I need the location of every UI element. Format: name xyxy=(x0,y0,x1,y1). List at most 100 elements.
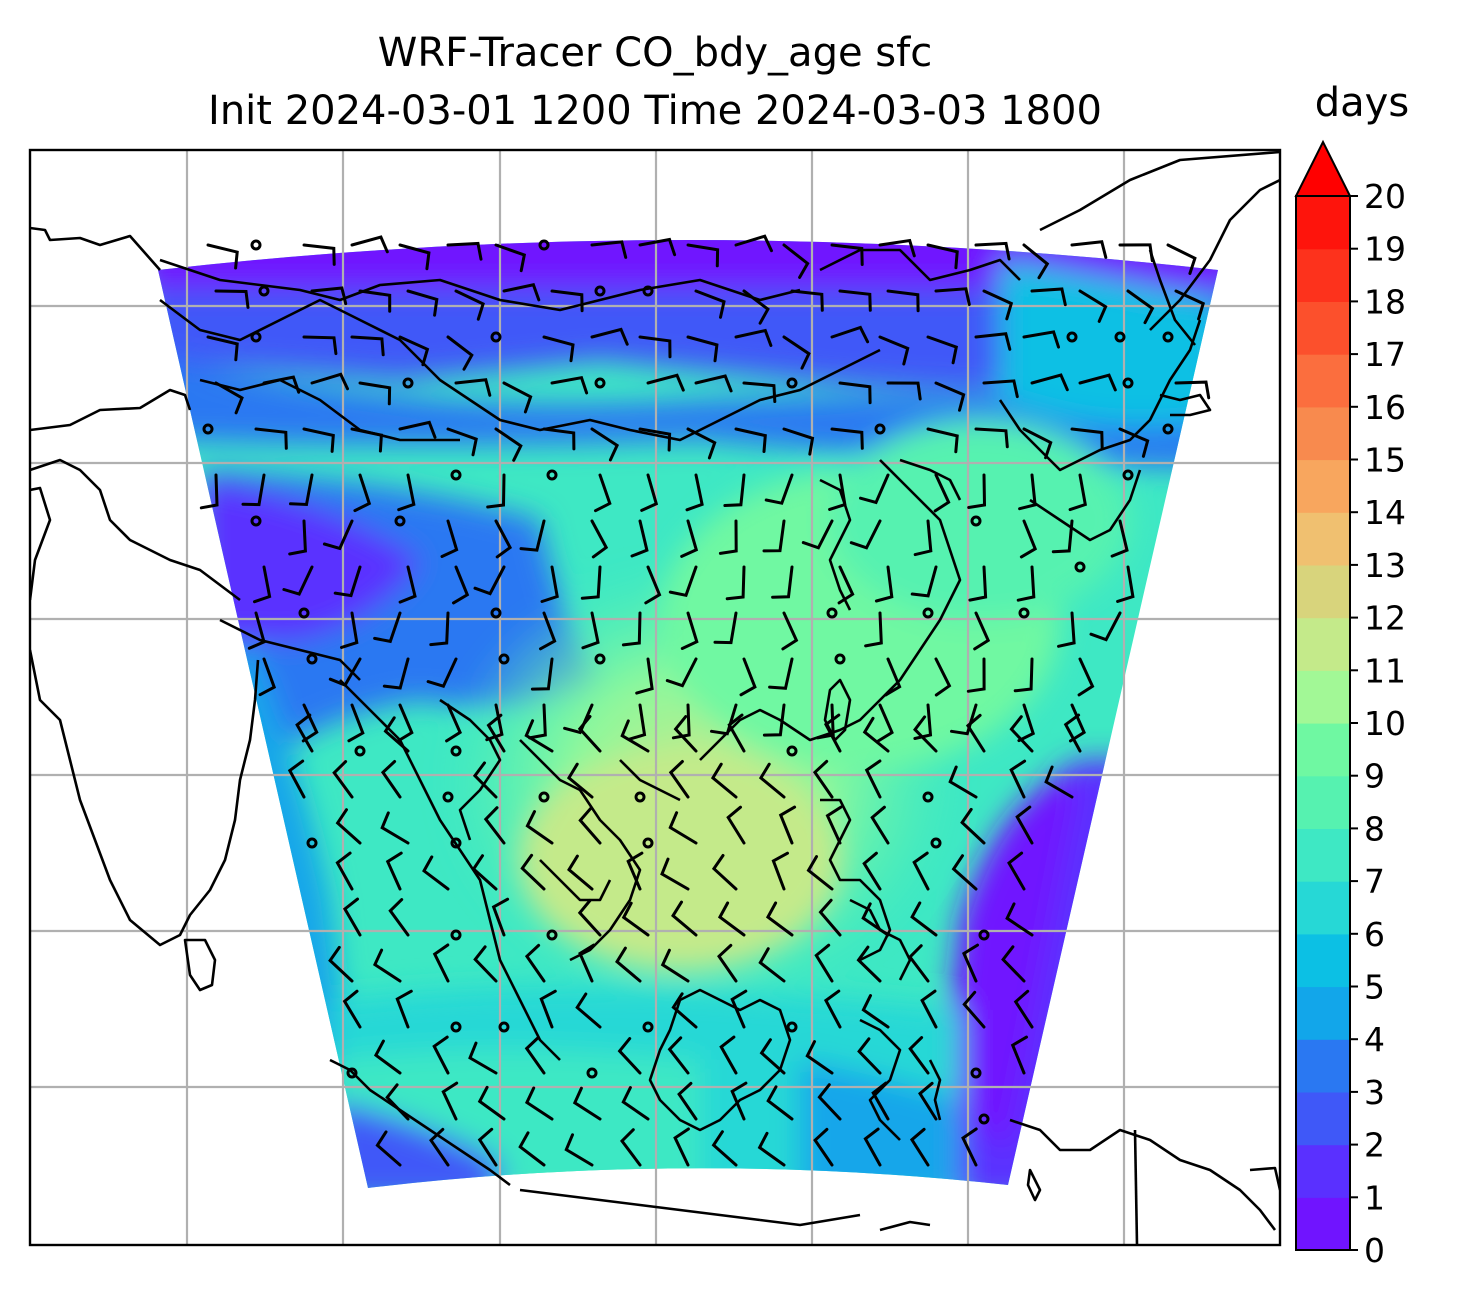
wind-barb xyxy=(564,1133,594,1167)
wind-barb xyxy=(667,1036,690,1075)
wind-barb xyxy=(965,713,986,753)
wind-barb xyxy=(638,237,677,257)
colorbar-segment xyxy=(1296,617,1350,671)
wind-barb xyxy=(710,762,738,799)
wind-barb xyxy=(328,945,354,983)
calm-wind-marker xyxy=(930,837,942,849)
wind-barb xyxy=(644,565,662,605)
wind-barb xyxy=(395,989,413,1029)
wind-barb xyxy=(861,994,890,1029)
wind-barb xyxy=(358,381,392,406)
wind-barb xyxy=(805,1040,834,1075)
wind-barb xyxy=(668,811,698,845)
wind-barb xyxy=(1005,902,1034,937)
wind-barb xyxy=(577,899,602,937)
colorbar-segment xyxy=(1296,986,1350,1040)
wind-barb xyxy=(717,943,738,983)
wind-barb xyxy=(550,375,589,395)
wind-barb xyxy=(310,286,348,306)
wind-barb xyxy=(1015,805,1034,845)
calm-wind-marker xyxy=(450,745,462,757)
coastlines xyxy=(30,150,1280,1245)
wind-barb xyxy=(302,427,335,453)
colorbar-tick-label: 5 xyxy=(1364,968,1385,1007)
wind-barb xyxy=(620,719,650,753)
wind-barb xyxy=(908,944,930,983)
wind-barb xyxy=(333,565,362,598)
wind-barb xyxy=(861,902,890,937)
colorbar-segment xyxy=(1296,1144,1350,1198)
wind-barb xyxy=(528,703,547,740)
wind-barb xyxy=(1010,1035,1028,1075)
wind-barb xyxy=(686,335,719,363)
wind-barb xyxy=(491,897,510,937)
wind-barb xyxy=(646,373,685,392)
wind-barb xyxy=(1022,330,1060,349)
wind-barb xyxy=(446,241,483,261)
wind-barb xyxy=(830,325,870,344)
colorbar-segment xyxy=(1296,459,1350,513)
wind-barb xyxy=(694,289,726,319)
wind-barb xyxy=(542,427,576,451)
wind-barb xyxy=(640,473,659,512)
calm-wind-marker xyxy=(306,837,318,849)
colorbar-segment xyxy=(1296,406,1350,461)
calm-wind-marker xyxy=(450,837,462,849)
map-title-line-2: Init 2024-03-01 1200 Time 2024-03-03 180… xyxy=(208,88,1102,134)
wind-barb xyxy=(385,1083,410,1121)
wind-barb xyxy=(617,1037,642,1075)
colorbar-tick-label: 19 xyxy=(1364,230,1406,269)
wind-barb xyxy=(380,811,410,845)
colorbar-tick-label: 13 xyxy=(1364,546,1406,585)
wind-barb xyxy=(388,898,410,937)
wind-barb xyxy=(962,943,979,983)
wind-barb xyxy=(673,715,698,753)
calm-wind-marker xyxy=(1074,561,1086,573)
calm-wind-marker xyxy=(498,1021,510,1033)
wind-barb xyxy=(912,851,930,891)
calm-wind-marker xyxy=(442,791,454,803)
calm-wind-marker xyxy=(1162,331,1174,343)
wind-barb xyxy=(668,760,690,799)
wind-barb xyxy=(446,335,474,371)
wind-barb xyxy=(801,519,834,550)
wind-barb xyxy=(590,240,628,259)
wind-barb xyxy=(542,335,575,363)
wind-barb xyxy=(206,243,239,270)
wind-barb xyxy=(524,943,546,983)
wind-barb xyxy=(1057,611,1076,648)
calm-wind-marker xyxy=(786,745,798,757)
wind-barb xyxy=(982,379,1019,399)
wind-barb xyxy=(717,901,746,937)
calm-wind-marker xyxy=(1162,423,1174,435)
colorbar-tick-label: 17 xyxy=(1364,335,1406,374)
wind-barb xyxy=(1030,373,1069,392)
wind-barb xyxy=(350,235,389,254)
wind-barb xyxy=(1089,611,1122,642)
wind-barb xyxy=(1009,715,1034,753)
wind-barb xyxy=(454,289,485,321)
wind-barb xyxy=(759,1038,786,1075)
calm-wind-marker xyxy=(970,1067,982,1079)
calm-wind-marker xyxy=(202,423,214,435)
wind-barb xyxy=(638,335,672,359)
wind-barb xyxy=(432,1035,450,1075)
calm-wind-marker xyxy=(1122,377,1134,389)
wind-barb xyxy=(353,473,372,513)
wind-barb xyxy=(823,713,842,753)
wind-barb xyxy=(884,657,902,697)
wind-barb xyxy=(1116,565,1135,603)
wind-barb xyxy=(862,716,890,753)
wind-barb xyxy=(671,703,691,740)
calm-wind-marker xyxy=(642,1021,654,1033)
wind-barb xyxy=(913,519,933,557)
wind-barb xyxy=(719,1035,738,1075)
wind-barb xyxy=(859,473,890,505)
wind-barb xyxy=(951,854,978,891)
wind-barb xyxy=(472,761,498,799)
wind-barb xyxy=(1078,289,1108,323)
colorbar-segment xyxy=(1296,828,1350,882)
colorbar-extend-arrow xyxy=(1294,139,1352,197)
colorbar-tick-label: 14 xyxy=(1364,493,1406,532)
wind-barb xyxy=(477,1085,506,1121)
